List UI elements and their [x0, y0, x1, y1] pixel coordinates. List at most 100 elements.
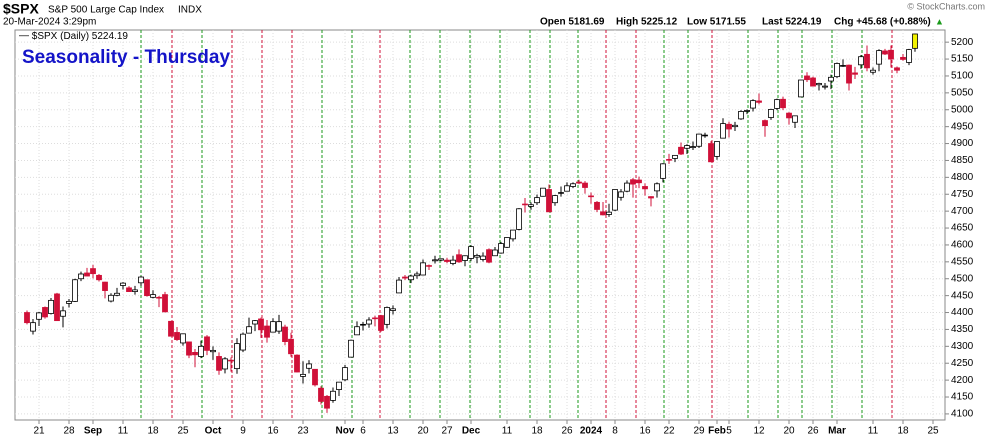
quote-item: Last 5224.19 — [762, 17, 822, 28]
candle-body — [780, 98, 786, 109]
candle-body — [852, 72, 858, 75]
candle-body — [276, 321, 282, 332]
candle-body — [126, 287, 132, 292]
y-tick-label: 4100 — [951, 409, 974, 420]
candle-body — [210, 349, 216, 353]
candle-body — [222, 358, 228, 370]
candle-body — [324, 395, 330, 409]
candle-body — [168, 320, 174, 337]
candle-body — [378, 315, 384, 331]
candle-body — [696, 133, 702, 147]
y-tick-label: 4650 — [951, 223, 974, 234]
candle-body — [414, 273, 420, 277]
candle-body — [756, 100, 762, 103]
candle-body — [156, 296, 162, 299]
candle-body — [234, 343, 240, 370]
candle-body — [468, 246, 474, 259]
candle-body — [792, 115, 798, 123]
candle-body — [180, 333, 186, 344]
candle-body — [444, 259, 450, 262]
candle-body — [132, 289, 138, 292]
y-tick-label: 4250 — [951, 358, 974, 369]
candle-body — [606, 211, 612, 215]
candle-body — [864, 53, 870, 69]
candle-body — [186, 341, 192, 356]
x-tick-label: 28 — [63, 426, 75, 437]
y-tick-label: 5150 — [951, 54, 974, 65]
candle-body — [300, 373, 306, 377]
x-tick-label: 2024 — [580, 426, 603, 437]
x-tick-label: 11 — [868, 426, 879, 437]
candle-body — [354, 326, 360, 336]
candle-body — [888, 49, 894, 60]
x-tick-label: 11 — [118, 426, 129, 437]
x-tick-label: 18 — [147, 426, 159, 437]
candle-body — [702, 134, 708, 137]
candle-body — [228, 359, 234, 362]
candle-body — [804, 75, 810, 81]
candle-body — [822, 85, 828, 88]
y-tick-label: 4400 — [951, 307, 974, 318]
candle-body — [552, 195, 558, 204]
candle-body — [462, 255, 468, 261]
legend-text: $SPX (Daily) 5224.19 — [32, 31, 129, 42]
candle-body — [708, 143, 714, 163]
x-tick-label: 6 — [360, 426, 366, 437]
candle-body — [426, 265, 432, 267]
candle-body — [216, 356, 222, 371]
candle-body — [684, 145, 690, 149]
index-name: S&P 500 Large Cap Index — [48, 5, 164, 16]
candle-body — [726, 123, 732, 130]
candle-body — [516, 208, 522, 230]
candle-body — [498, 243, 504, 254]
candle-body — [768, 109, 774, 118]
candle-body — [528, 204, 534, 207]
candle-body — [288, 338, 294, 355]
candle-body — [654, 183, 660, 192]
candle-body — [558, 192, 564, 194]
candle-body — [630, 179, 636, 185]
candle-body — [522, 203, 528, 206]
candle-body — [252, 320, 258, 325]
candle-body — [678, 146, 684, 155]
candle-body — [450, 259, 456, 264]
candle-body — [912, 33, 918, 49]
y-tick-label: 4150 — [951, 392, 974, 403]
candle-body — [60, 310, 66, 317]
grid: 4100 4150 4200 4250 4300 4350 4400 4450 4500 4550… — [15, 30, 974, 437]
x-tick-label: 23 — [297, 426, 309, 437]
candle-body — [240, 333, 246, 351]
y-tick-label: 5200 — [951, 37, 974, 48]
x-tick-label: 16 — [267, 426, 279, 437]
x-tick-label: Mar — [828, 426, 846, 437]
candle-body — [312, 368, 318, 386]
x-tick-label: Feb — [708, 426, 726, 437]
candle-body — [174, 332, 180, 340]
candle-body — [564, 185, 570, 192]
x-tick-label: Dec — [462, 426, 481, 437]
candle-body — [360, 323, 366, 326]
y-tick-label: 5050 — [951, 88, 974, 99]
y-tick-label: 4300 — [951, 341, 974, 352]
candle-body — [78, 273, 84, 280]
candle-body — [858, 56, 864, 66]
credit: © StockCharts.com — [907, 1, 985, 11]
candle-body — [264, 325, 270, 338]
candle-body — [714, 141, 720, 157]
y-tick-label: 4750 — [951, 189, 974, 200]
candle-body — [72, 279, 78, 302]
candle-body — [660, 163, 666, 179]
y-tick-label: 4800 — [951, 172, 974, 183]
x-tick-label: 25 — [177, 426, 189, 437]
candle-body — [96, 274, 102, 281]
x-tick-label: 18 — [897, 426, 909, 437]
y-tick-label: 4550 — [951, 256, 974, 267]
candle-body — [546, 189, 552, 213]
y-tick-label: 4900 — [951, 138, 974, 149]
candle-body — [144, 279, 150, 297]
candle-body — [150, 294, 156, 298]
candle-body — [738, 111, 744, 120]
candle-body — [690, 146, 696, 149]
candle-body — [474, 255, 480, 258]
candle-body — [588, 195, 594, 198]
